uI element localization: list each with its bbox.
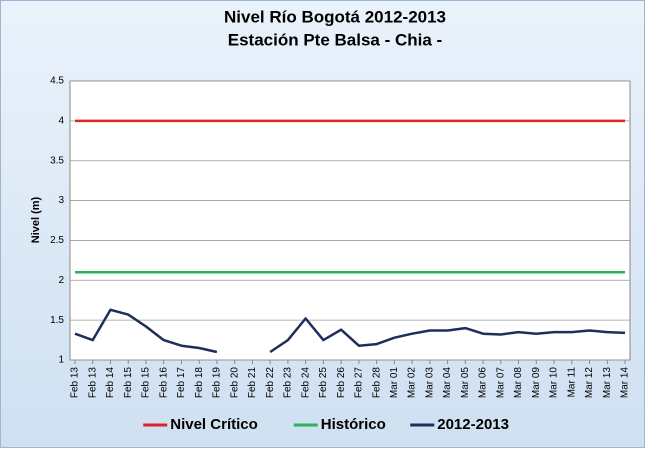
x-tick-label: Mar 02 <box>407 367 418 399</box>
x-tick-label: Feb 28 <box>371 367 382 399</box>
x-tick-label: Mar 13 <box>602 367 613 399</box>
x-tick-label: Feb 24 <box>300 367 311 399</box>
x-tick-label: Mar 07 <box>495 367 506 399</box>
chart-title: Nivel Río Bogotá 2012-2013 <box>224 7 446 26</box>
x-tick-label: Feb 14 <box>105 367 116 399</box>
x-tick-label: Feb 17 <box>176 367 187 399</box>
y-tick-label: 4.5 <box>50 76 64 87</box>
x-tick-label: Feb 19 <box>212 367 223 399</box>
chart-subtitle: Estación Pte Balsa - Chia - <box>228 30 442 49</box>
y-tick-label: 3 <box>58 195 64 206</box>
y-tick-label: 4 <box>58 115 64 126</box>
legend-label: Histórico <box>321 416 386 433</box>
x-tick-label: Feb 15 <box>123 367 134 399</box>
legend-label: 2012-2013 <box>437 416 509 433</box>
x-tick-label: Mar 10 <box>549 367 560 399</box>
x-tick-label: Feb 15 <box>141 367 152 399</box>
y-tick-label: 3.5 <box>50 155 64 166</box>
y-axis-label: Nivel (m) <box>30 196 42 243</box>
x-tick-label: Mar 09 <box>531 367 542 399</box>
x-tick-label: Feb 22 <box>265 367 276 399</box>
x-tick-label: Mar 08 <box>513 367 524 399</box>
x-tick-label: Mar 05 <box>460 367 471 399</box>
x-tick-label: Mar 12 <box>584 367 595 399</box>
x-tick-label: Mar 04 <box>442 367 453 399</box>
y-tick-label: 1 <box>58 355 64 366</box>
x-tick-label: Feb 23 <box>283 367 294 399</box>
x-tick-label: Feb 27 <box>354 367 365 399</box>
y-tick-label: 2.5 <box>50 235 64 246</box>
x-tick-label: Feb 21 <box>247 367 258 399</box>
plot-area <box>69 80 631 361</box>
x-tick-label: Feb 16 <box>158 367 169 399</box>
x-tick-label: Feb 13 <box>70 367 81 399</box>
x-tick-label: Mar 06 <box>478 367 489 399</box>
x-tick-label: Mar 14 <box>620 367 631 399</box>
x-tick-label: Feb 26 <box>336 367 347 399</box>
y-tick-label: 1.5 <box>50 315 64 326</box>
x-tick-label: Mar 11 <box>566 367 577 398</box>
x-tick-label: Mar 01 <box>389 367 400 399</box>
x-tick-label: Feb 13 <box>87 367 98 399</box>
x-tick-label: Mar 03 <box>424 367 435 399</box>
y-tick-label: 2 <box>58 275 64 286</box>
legend-label: Nivel Crítico <box>170 416 258 433</box>
x-tick-label: Feb 25 <box>318 367 329 399</box>
x-tick-label: Feb 18 <box>194 367 205 399</box>
series-layer <box>74 119 626 354</box>
x-tick-label: Feb 20 <box>229 367 240 399</box>
series-line <box>74 308 626 354</box>
